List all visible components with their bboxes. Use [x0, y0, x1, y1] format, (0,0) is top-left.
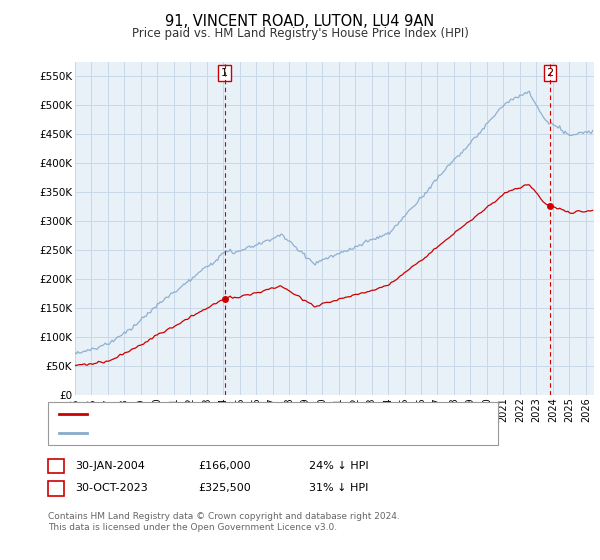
Text: 2: 2	[52, 483, 59, 493]
Text: 30-OCT-2023: 30-OCT-2023	[75, 483, 148, 493]
Text: 1: 1	[221, 68, 228, 78]
Text: 2: 2	[547, 68, 554, 78]
Text: £166,000: £166,000	[198, 461, 251, 471]
Text: £325,500: £325,500	[198, 483, 251, 493]
Text: Contains HM Land Registry data © Crown copyright and database right 2024.
This d: Contains HM Land Registry data © Crown c…	[48, 512, 400, 532]
Text: 31% ↓ HPI: 31% ↓ HPI	[309, 483, 368, 493]
Text: 24% ↓ HPI: 24% ↓ HPI	[309, 461, 368, 471]
Text: Price paid vs. HM Land Registry's House Price Index (HPI): Price paid vs. HM Land Registry's House …	[131, 27, 469, 40]
Text: 30-JAN-2004: 30-JAN-2004	[75, 461, 145, 471]
Text: 91, VINCENT ROAD, LUTON, LU4 9AN: 91, VINCENT ROAD, LUTON, LU4 9AN	[166, 14, 434, 29]
Text: 91, VINCENT ROAD, LUTON, LU4 9AN (detached house): 91, VINCENT ROAD, LUTON, LU4 9AN (detach…	[91, 409, 392, 419]
Text: HPI: Average price, detached house, Luton: HPI: Average price, detached house, Luto…	[91, 428, 325, 438]
Text: 1: 1	[52, 461, 59, 471]
